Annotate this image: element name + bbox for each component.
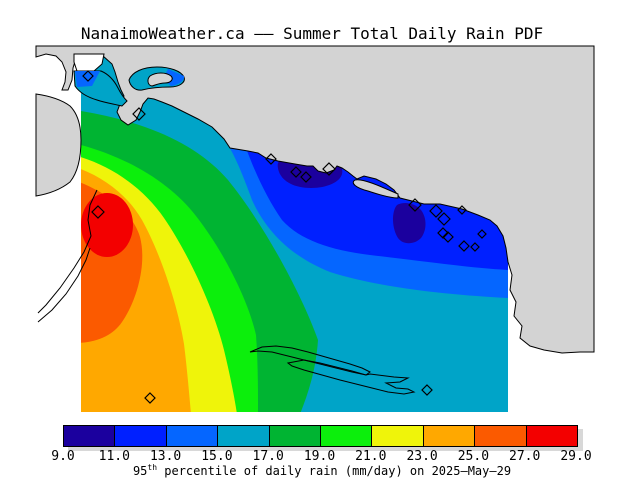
caption-rest: percentile of daily rain (mm/day) on 202… [157,464,512,478]
station-marker-diamond [477,229,487,239]
colorbar-tick-labels: 9.0 11.0 13.0 15.0 17.0 19.0 21.0 23.0 25.0 27.0 2… [0,449,640,464]
colorbar-segment-2 [166,426,219,446]
colorbar-segment-6 [372,426,424,446]
spit-land-shape [352,179,399,199]
station-marker-diamond [132,107,146,121]
colorbar-segment-0 [64,426,116,446]
colorbar-tick-29.0: 29.0 [560,449,592,464]
colorbar-segment-3 [218,426,270,446]
station-marker-diamond [437,227,449,239]
colorbar-segment-4 [269,426,322,446]
caption-prefix: 95 [132,464,148,478]
colorbar [63,425,578,447]
station-marker-diamond [429,204,443,218]
colorbar-tick-19.0: 19.0 [303,449,336,464]
station-marker-diamond [437,212,451,226]
estuary-island-outline-1 [249,345,371,376]
station-marker-diamond [442,231,454,243]
station-marker-diamond [457,205,467,215]
coastline-lines [37,189,416,395]
estuary-island-outline-2 [286,359,416,395]
colorbar-tick-21.0: 21.0 [355,449,387,464]
colorbar-tick-13.0: 13.0 [149,449,182,464]
fjord-inlet-blue-band [75,71,100,87]
colorbar-segment-5 [321,426,373,446]
station-marker-diamond [421,384,433,396]
colorbar-caption: 95th percentile of daily rain (mm/day) o… [0,463,640,478]
station-marker-diamond [458,240,470,252]
station-marker-diamond [470,242,480,252]
colorbar-segment-8 [475,426,527,446]
colorbar-segment-1 [115,426,167,446]
colorbar-tick-9.0: 9.0 [51,449,75,464]
colorbar-tick-27.0: 27.0 [509,449,541,464]
colorbar-tick-23.0: 23.0 [406,449,438,464]
station-markers [82,70,487,404]
contour-band-navy-east [392,202,426,244]
station-marker-diamond [144,392,156,404]
station-marker-diamond [91,205,105,219]
contour-band-red-max [81,193,133,257]
island-coastline-a [37,189,98,314]
colorbar-segment-7 [423,426,476,446]
page-title: NanaimoWeather.ca –– Summer Total Daily … [80,24,544,43]
island-coastline-b [37,247,91,323]
station-marker-diamond [265,153,277,165]
colorbar-tick-15.0: 15.0 [201,449,233,464]
caption-superscript: th [147,463,158,472]
colorbar-tick-25.0: 25.0 [457,449,490,464]
island-land-shape [35,93,82,197]
station-marker-diamond [290,166,302,178]
hook-islet-shape [147,72,173,87]
station-marker-diamond [82,70,94,82]
station-marker-diamond [300,171,312,183]
colorbar-segment-9 [526,426,578,446]
colorbar-tick-11.0: 11.0 [98,449,130,464]
colorbar-tick-17.0: 17.0 [252,449,284,464]
station-marker-diamond [322,162,336,176]
station-marker-diamond [408,198,422,212]
